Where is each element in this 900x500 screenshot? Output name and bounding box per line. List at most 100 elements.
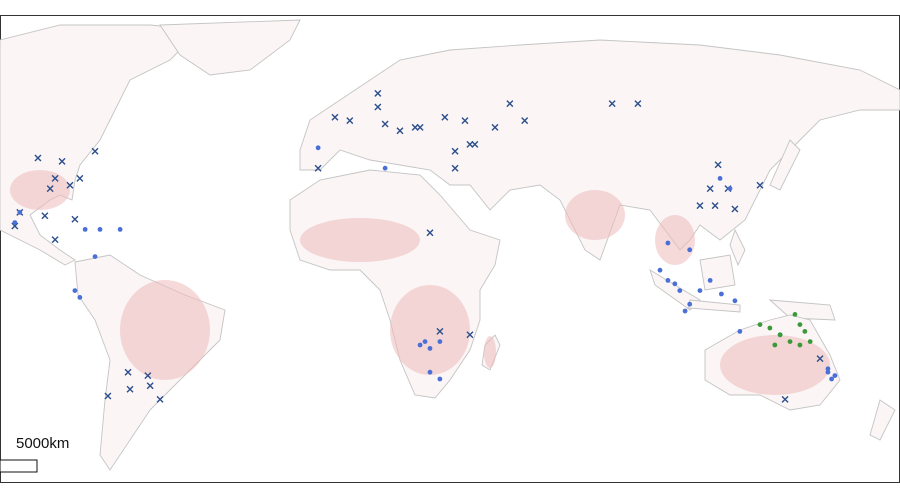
cross-marker: [451, 164, 459, 172]
dot-marker: [382, 165, 388, 171]
dot-marker: [797, 322, 803, 327]
dot-marker: [422, 339, 428, 344]
cross-marker: [126, 385, 134, 393]
cross-marker: [58, 157, 66, 165]
cross-marker: [521, 117, 529, 125]
cross-marker: [34, 154, 42, 162]
shade: [390, 285, 470, 375]
dot-marker: [718, 291, 724, 297]
cross-marker: [506, 100, 514, 108]
cross-marker: [781, 395, 789, 403]
dot-marker: [832, 373, 838, 378]
cross-marker: [331, 113, 339, 121]
cross-marker: [441, 113, 449, 121]
dot-marker: [829, 376, 834, 382]
dot-marker: [97, 227, 103, 232]
shade: [10, 170, 70, 210]
dot-marker: [687, 301, 693, 307]
dot-marker: [665, 278, 671, 283]
cross-marker: [124, 368, 132, 376]
dot-marker: [825, 366, 831, 372]
cross-marker: [71, 215, 79, 223]
dot-marker: [427, 369, 433, 375]
dot-marker: [825, 369, 831, 375]
new-zealand: [869, 399, 896, 441]
cross-marker: [714, 161, 722, 169]
cross-marker: [76, 174, 84, 182]
borneo: [699, 254, 736, 291]
cross-marker: [731, 205, 739, 213]
cross-marker: [816, 355, 824, 363]
dot-marker: [657, 267, 663, 273]
dot-marker: [17, 210, 23, 215]
cross-marker: [461, 117, 469, 125]
eurasia: [299, 39, 900, 261]
dot-marker: [117, 227, 123, 232]
dot-marker: [792, 312, 798, 317]
shade: [720, 335, 830, 395]
cross-marker: [426, 229, 434, 237]
dot-marker: [727, 186, 733, 192]
cross-marker: [411, 123, 419, 131]
dot-marker: [665, 240, 671, 246]
dot-marker: [767, 325, 773, 331]
dot-marker: [72, 288, 78, 293]
cross-marker: [381, 120, 389, 128]
cross-marker: [706, 185, 714, 193]
new-guinea: [768, 299, 836, 321]
dot-marker: [737, 329, 743, 334]
cross-marker: [146, 382, 154, 390]
dot-marker: [677, 288, 683, 293]
greenland: [159, 19, 301, 76]
dot-marker: [315, 145, 321, 151]
cross-marker: [374, 103, 382, 111]
dot-marker: [757, 322, 763, 327]
dot-marker: [802, 329, 808, 334]
cross-marker: [471, 140, 479, 148]
shade: [484, 336, 496, 368]
dot-marker: [437, 339, 443, 344]
scale-bar: [0, 459, 38, 473]
dot-marker: [12, 220, 18, 226]
dot-marker: [82, 227, 88, 232]
dot-marker: [672, 281, 678, 287]
cross-marker: [144, 372, 152, 380]
cross-marker: [104, 392, 112, 400]
cross-marker: [436, 327, 444, 335]
cross-marker: [314, 164, 322, 172]
dot-marker: [707, 278, 713, 283]
dot-marker: [427, 346, 433, 351]
cross-marker: [634, 100, 642, 108]
cross-marker: [374, 89, 382, 97]
dot-marker: [807, 339, 813, 344]
cross-marker: [696, 202, 704, 210]
cross-marker: [396, 127, 404, 135]
cross-marker: [11, 222, 19, 230]
shade: [565, 190, 625, 240]
cross-marker: [66, 181, 74, 189]
cross-marker: [51, 236, 59, 244]
cross-marker: [51, 174, 59, 182]
cross-marker: [91, 147, 99, 155]
dot-marker: [787, 339, 793, 344]
cross-marker: [156, 395, 164, 403]
cross-marker: [466, 331, 474, 339]
dot-marker: [682, 308, 688, 314]
cross-marker: [451, 147, 459, 155]
dot-marker: [77, 295, 83, 300]
cross-marker: [756, 181, 764, 189]
shade: [120, 280, 210, 380]
cross-marker: [41, 212, 49, 220]
dot-marker: [687, 247, 693, 253]
dot-marker: [772, 342, 778, 348]
shade: [655, 215, 695, 265]
dot-marker: [732, 298, 738, 304]
cross-marker: [711, 202, 719, 210]
dot-marker: [797, 342, 803, 348]
philippines: [729, 228, 746, 267]
density-shading: [10, 170, 830, 395]
dot-marker: [717, 176, 723, 181]
cross-marker: [608, 100, 616, 108]
cross-marker: [346, 117, 354, 125]
